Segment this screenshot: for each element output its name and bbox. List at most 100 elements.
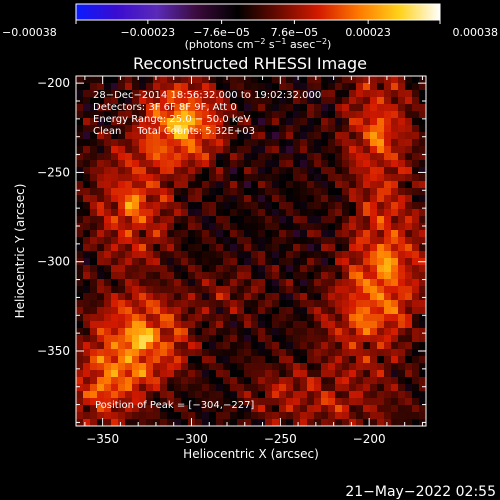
heatmap-cell xyxy=(321,349,329,357)
heatmap-cell xyxy=(405,174,413,182)
heatmap-cell xyxy=(153,398,161,406)
heatmap-cell xyxy=(398,377,406,385)
heatmap-cell xyxy=(314,132,322,140)
heatmap-cell xyxy=(230,132,238,140)
heatmap-cell xyxy=(391,356,399,364)
heatmap-cell xyxy=(160,153,168,161)
heatmap-cell xyxy=(363,258,371,266)
heatmap-cell xyxy=(335,230,343,238)
heatmap-cell xyxy=(97,258,105,266)
heatmap-cell xyxy=(412,342,420,350)
heatmap-cell xyxy=(279,349,287,357)
heatmap-cell xyxy=(174,139,182,147)
heatmap-cell xyxy=(293,160,301,168)
heatmap-cell xyxy=(391,363,399,371)
heatmap-cell xyxy=(398,90,406,98)
heatmap-cell xyxy=(202,76,210,84)
heatmap-cell xyxy=(258,377,266,385)
heatmap-cell xyxy=(307,328,315,336)
heatmap-cell xyxy=(244,314,252,322)
heatmap-cell xyxy=(342,174,350,182)
heatmap-cell xyxy=(272,167,280,175)
heatmap-cell xyxy=(202,139,210,147)
heatmap-cell xyxy=(216,223,224,231)
heatmap-cell xyxy=(244,153,252,161)
heatmap-cell xyxy=(391,104,399,112)
heatmap-cell xyxy=(90,419,98,426)
heatmap-cell xyxy=(307,244,315,252)
heatmap-cell xyxy=(412,97,420,105)
heatmap-cell xyxy=(265,279,273,287)
heatmap-cell xyxy=(188,160,196,168)
heatmap-cell xyxy=(125,167,133,175)
heatmap-cell xyxy=(146,230,154,238)
heatmap-cell xyxy=(111,419,119,426)
heatmap-cell xyxy=(202,251,210,259)
heatmap-cell xyxy=(244,342,252,350)
heatmap-cell xyxy=(370,118,378,126)
heatmap-cell xyxy=(342,335,350,343)
heatmap-cell xyxy=(377,377,385,385)
heatmap-cell xyxy=(300,223,308,231)
heatmap-cell xyxy=(286,202,294,210)
heatmap-cell xyxy=(216,419,224,426)
heatmap-cell xyxy=(132,293,140,301)
heatmap-cell xyxy=(174,195,182,203)
heatmap-cell xyxy=(118,335,126,343)
heatmap-cell xyxy=(97,202,105,210)
heatmap-cell xyxy=(251,230,259,238)
heatmap-cell xyxy=(90,356,98,364)
heatmap-cell xyxy=(125,90,133,98)
heatmap-cell xyxy=(405,244,413,252)
heatmap-cell xyxy=(209,223,217,231)
heatmap-cell xyxy=(216,398,224,406)
heatmap-cell xyxy=(195,216,203,224)
heatmap-cell xyxy=(216,251,224,259)
heatmap-cell xyxy=(111,111,119,119)
heatmap-cell xyxy=(132,307,140,315)
heatmap-cell xyxy=(83,146,91,154)
heatmap-cell xyxy=(111,384,119,392)
heatmap-cell xyxy=(356,300,364,308)
heatmap-cell xyxy=(223,293,231,301)
heatmap-cell xyxy=(174,97,182,105)
heatmap-cell xyxy=(398,237,406,245)
heatmap-cell xyxy=(419,286,426,294)
heatmap-cell xyxy=(356,209,364,217)
heatmap-cell xyxy=(377,370,385,378)
heatmap-cell xyxy=(286,104,294,112)
heatmap-cell xyxy=(370,216,378,224)
heatmap-cell xyxy=(188,118,196,126)
heatmap-cell xyxy=(132,209,140,217)
heatmap-cell xyxy=(286,251,294,259)
heatmap-cell xyxy=(202,356,210,364)
heatmap-cell xyxy=(279,405,287,413)
heatmap-cell xyxy=(230,300,238,308)
heatmap-cell xyxy=(272,419,280,426)
heatmap-cell xyxy=(223,384,231,392)
heatmap-cell xyxy=(118,237,126,245)
heatmap-cell xyxy=(258,230,266,238)
heatmap-cell xyxy=(76,328,84,336)
heatmap-cell xyxy=(132,167,140,175)
heatmap-cell xyxy=(188,265,196,273)
heatmap-cell xyxy=(328,104,336,112)
heatmap-cell xyxy=(384,328,392,336)
heatmap-cell xyxy=(216,279,224,287)
heatmap-cell xyxy=(342,265,350,273)
heatmap-cell xyxy=(181,335,189,343)
heatmap-cell xyxy=(328,398,336,406)
heatmap-cell xyxy=(160,265,168,273)
heatmap-cell xyxy=(188,97,196,105)
heatmap-cell xyxy=(251,83,259,91)
heatmap-cell xyxy=(265,293,273,301)
heatmap-cell xyxy=(167,328,175,336)
heatmap-cell xyxy=(195,370,203,378)
heatmap-cell xyxy=(76,195,84,203)
heatmap-cell xyxy=(293,97,301,105)
heatmap-cell xyxy=(188,293,196,301)
heatmap-cell xyxy=(272,370,280,378)
heatmap-cell xyxy=(153,97,161,105)
heatmap-cell xyxy=(167,111,175,119)
heatmap-cell xyxy=(419,160,426,168)
